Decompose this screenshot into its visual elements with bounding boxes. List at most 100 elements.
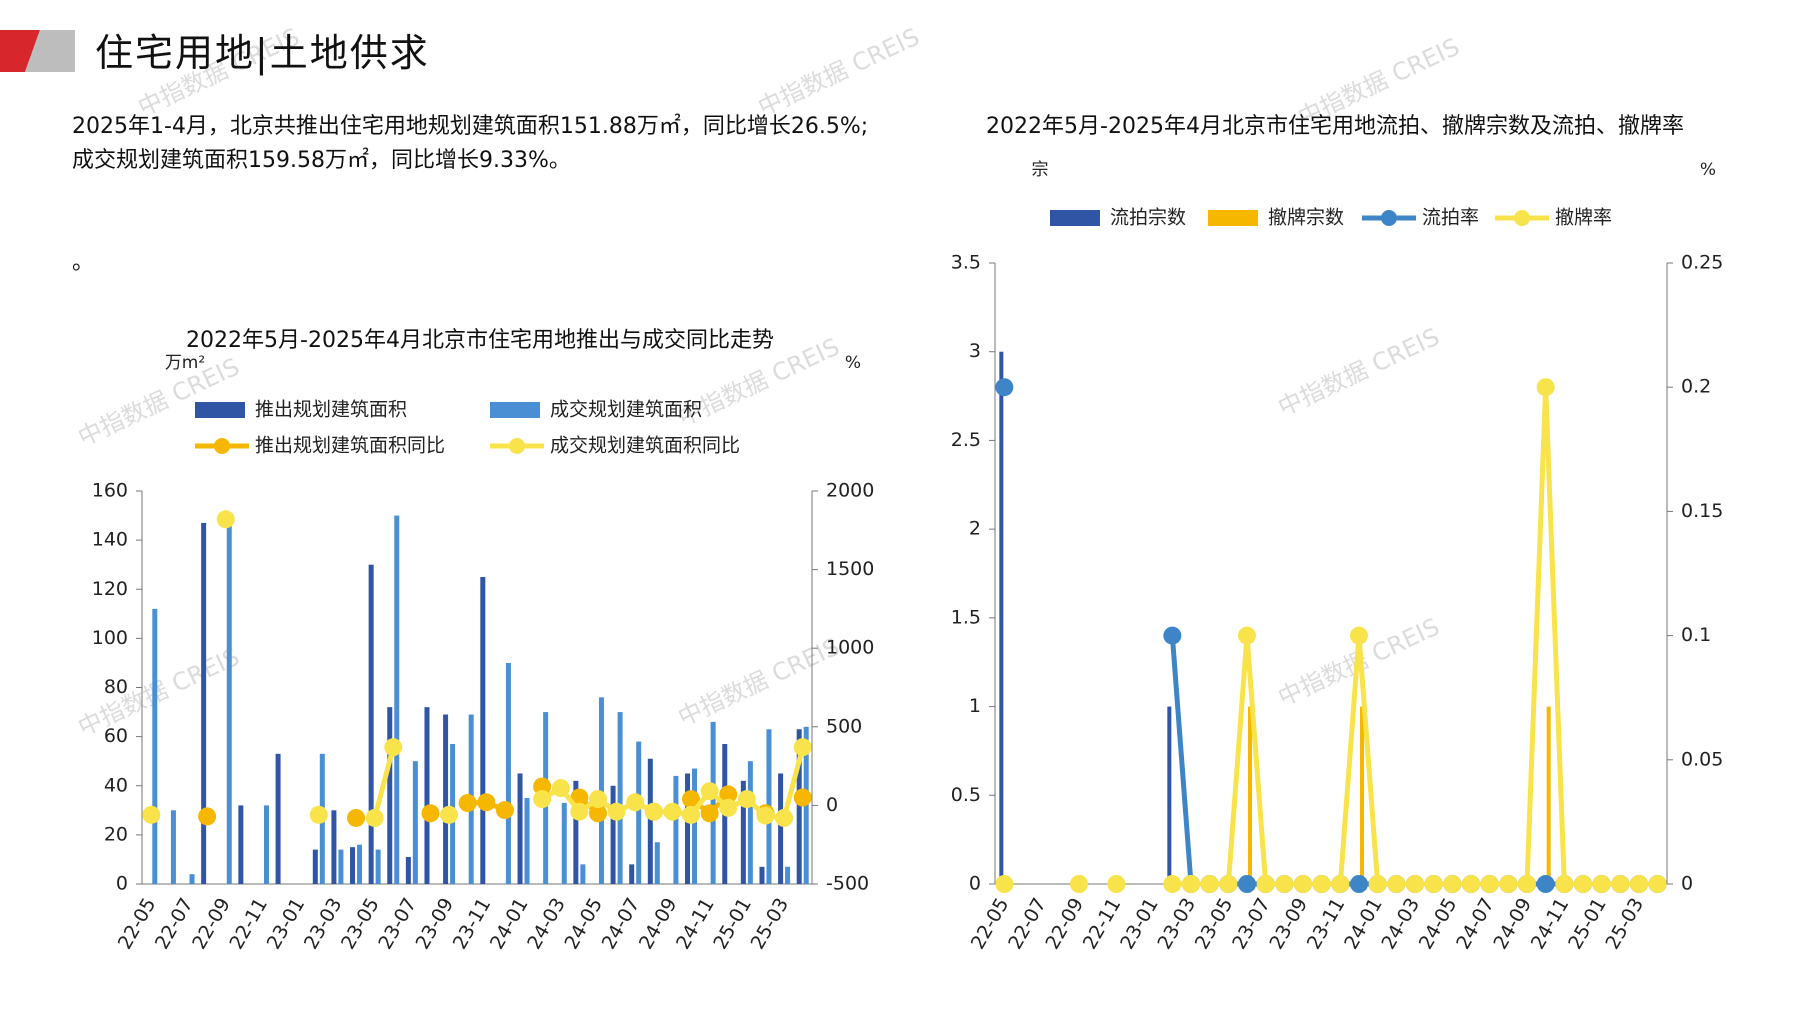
bar — [152, 608, 158, 884]
bar — [617, 712, 623, 884]
y-tick-label: 40 — [104, 774, 128, 796]
series-point — [495, 801, 514, 820]
series-point — [588, 804, 607, 823]
y-tick-label: 3 — [969, 340, 981, 362]
y2-tick-label: 0.1 — [1681, 624, 1711, 646]
bar — [505, 662, 511, 884]
series-point — [1107, 875, 1126, 893]
y2-tick-label: 0.15 — [1681, 500, 1723, 522]
y-tick-label: 160 — [92, 480, 128, 502]
series-point — [142, 805, 161, 824]
bar — [573, 780, 579, 884]
y-tick-label: 3.5 — [951, 252, 981, 274]
y-tick-label: 20 — [104, 823, 128, 845]
y2-tick-label: 0 — [1681, 873, 1693, 895]
bar — [405, 856, 411, 884]
series-point — [1238, 626, 1256, 645]
legend-label: 成交规划建筑面积 — [550, 399, 702, 421]
y-axis-unit: 万m² — [165, 353, 205, 373]
watermark: 中指数据 CREIS — [1274, 323, 1444, 422]
series-point — [1499, 875, 1518, 893]
legend-label: 推出规划建筑面积同比 — [255, 435, 445, 457]
bar — [201, 522, 207, 884]
series-line — [372, 746, 806, 821]
legend-label: 撤牌率 — [1555, 207, 1612, 229]
legend-label: 流拍率 — [1422, 207, 1479, 229]
series-point — [1592, 875, 1611, 893]
bar — [238, 805, 244, 884]
bar — [654, 842, 660, 884]
bar — [1167, 706, 1172, 884]
series-point — [1443, 875, 1462, 893]
series-point — [682, 790, 701, 809]
y-tick-label: 120 — [92, 578, 128, 600]
bar — [331, 810, 337, 884]
header-mark — [0, 30, 40, 72]
y2-axis-unit: % — [1700, 160, 1716, 180]
bar — [338, 849, 344, 884]
series-point — [1574, 875, 1592, 893]
series-point — [663, 802, 682, 821]
y-axis-unit: 宗 — [1032, 160, 1049, 180]
series-point — [1182, 875, 1200, 893]
bar — [368, 564, 374, 884]
bar — [1360, 706, 1364, 884]
series-point — [309, 805, 328, 824]
legend-label: 撤牌宗数 — [1268, 207, 1344, 229]
series-point — [607, 802, 626, 821]
bar — [610, 785, 616, 884]
series-point — [1163, 626, 1182, 645]
series-point — [1611, 875, 1630, 893]
series-point — [216, 510, 235, 529]
y2-tick-label: 1500 — [826, 558, 874, 580]
series-point — [1238, 875, 1256, 893]
series-point — [756, 806, 775, 825]
legend-swatch — [1514, 210, 1530, 226]
y-tick-label: 1 — [969, 695, 981, 717]
series-point — [588, 790, 607, 809]
series-point — [1536, 378, 1555, 397]
y-tick-label: 1.5 — [951, 606, 981, 628]
bar — [778, 773, 784, 884]
series-point — [1350, 626, 1368, 645]
series-point — [533, 777, 552, 796]
bar — [524, 798, 530, 884]
bar — [350, 847, 356, 884]
series-point — [1294, 875, 1312, 893]
bar — [412, 761, 418, 884]
series-point — [1331, 875, 1350, 893]
y2-tick-label: 0.2 — [1681, 376, 1711, 398]
legend-swatch — [1208, 210, 1258, 226]
series-point — [1555, 875, 1574, 893]
bar — [740, 780, 746, 884]
series-point — [477, 793, 496, 812]
watermark: 中指数据 CREIS — [74, 643, 244, 742]
bar — [629, 864, 635, 884]
y2-tick-label: 2000 — [826, 480, 874, 502]
bar — [387, 707, 393, 884]
series-point — [1312, 875, 1331, 893]
legend-label: 成交规划建筑面积同比 — [550, 435, 740, 457]
series-point — [1480, 875, 1499, 893]
series-point — [1630, 875, 1648, 893]
bar — [275, 753, 281, 884]
y-tick-label: 0 — [116, 873, 128, 895]
series-point — [1070, 875, 1088, 893]
legend-swatch — [195, 402, 245, 418]
legend-swatch — [1050, 210, 1100, 226]
series-point — [533, 790, 552, 809]
legend-swatch — [509, 438, 525, 454]
chart-title: 2022年5月-2025年4月北京市住宅用地推出与成交同比走势 — [186, 328, 774, 353]
series-point — [626, 793, 645, 812]
x-tick-label: 25-03 — [1601, 894, 1648, 953]
series-point — [551, 779, 570, 798]
bar — [1546, 706, 1551, 884]
bar — [636, 741, 642, 884]
series-point — [1350, 875, 1368, 893]
series-point — [198, 807, 217, 826]
bar — [580, 864, 586, 884]
y-tick-label: 0.5 — [951, 784, 981, 806]
bar — [598, 697, 604, 884]
y2-tick-label: 0 — [826, 794, 838, 816]
